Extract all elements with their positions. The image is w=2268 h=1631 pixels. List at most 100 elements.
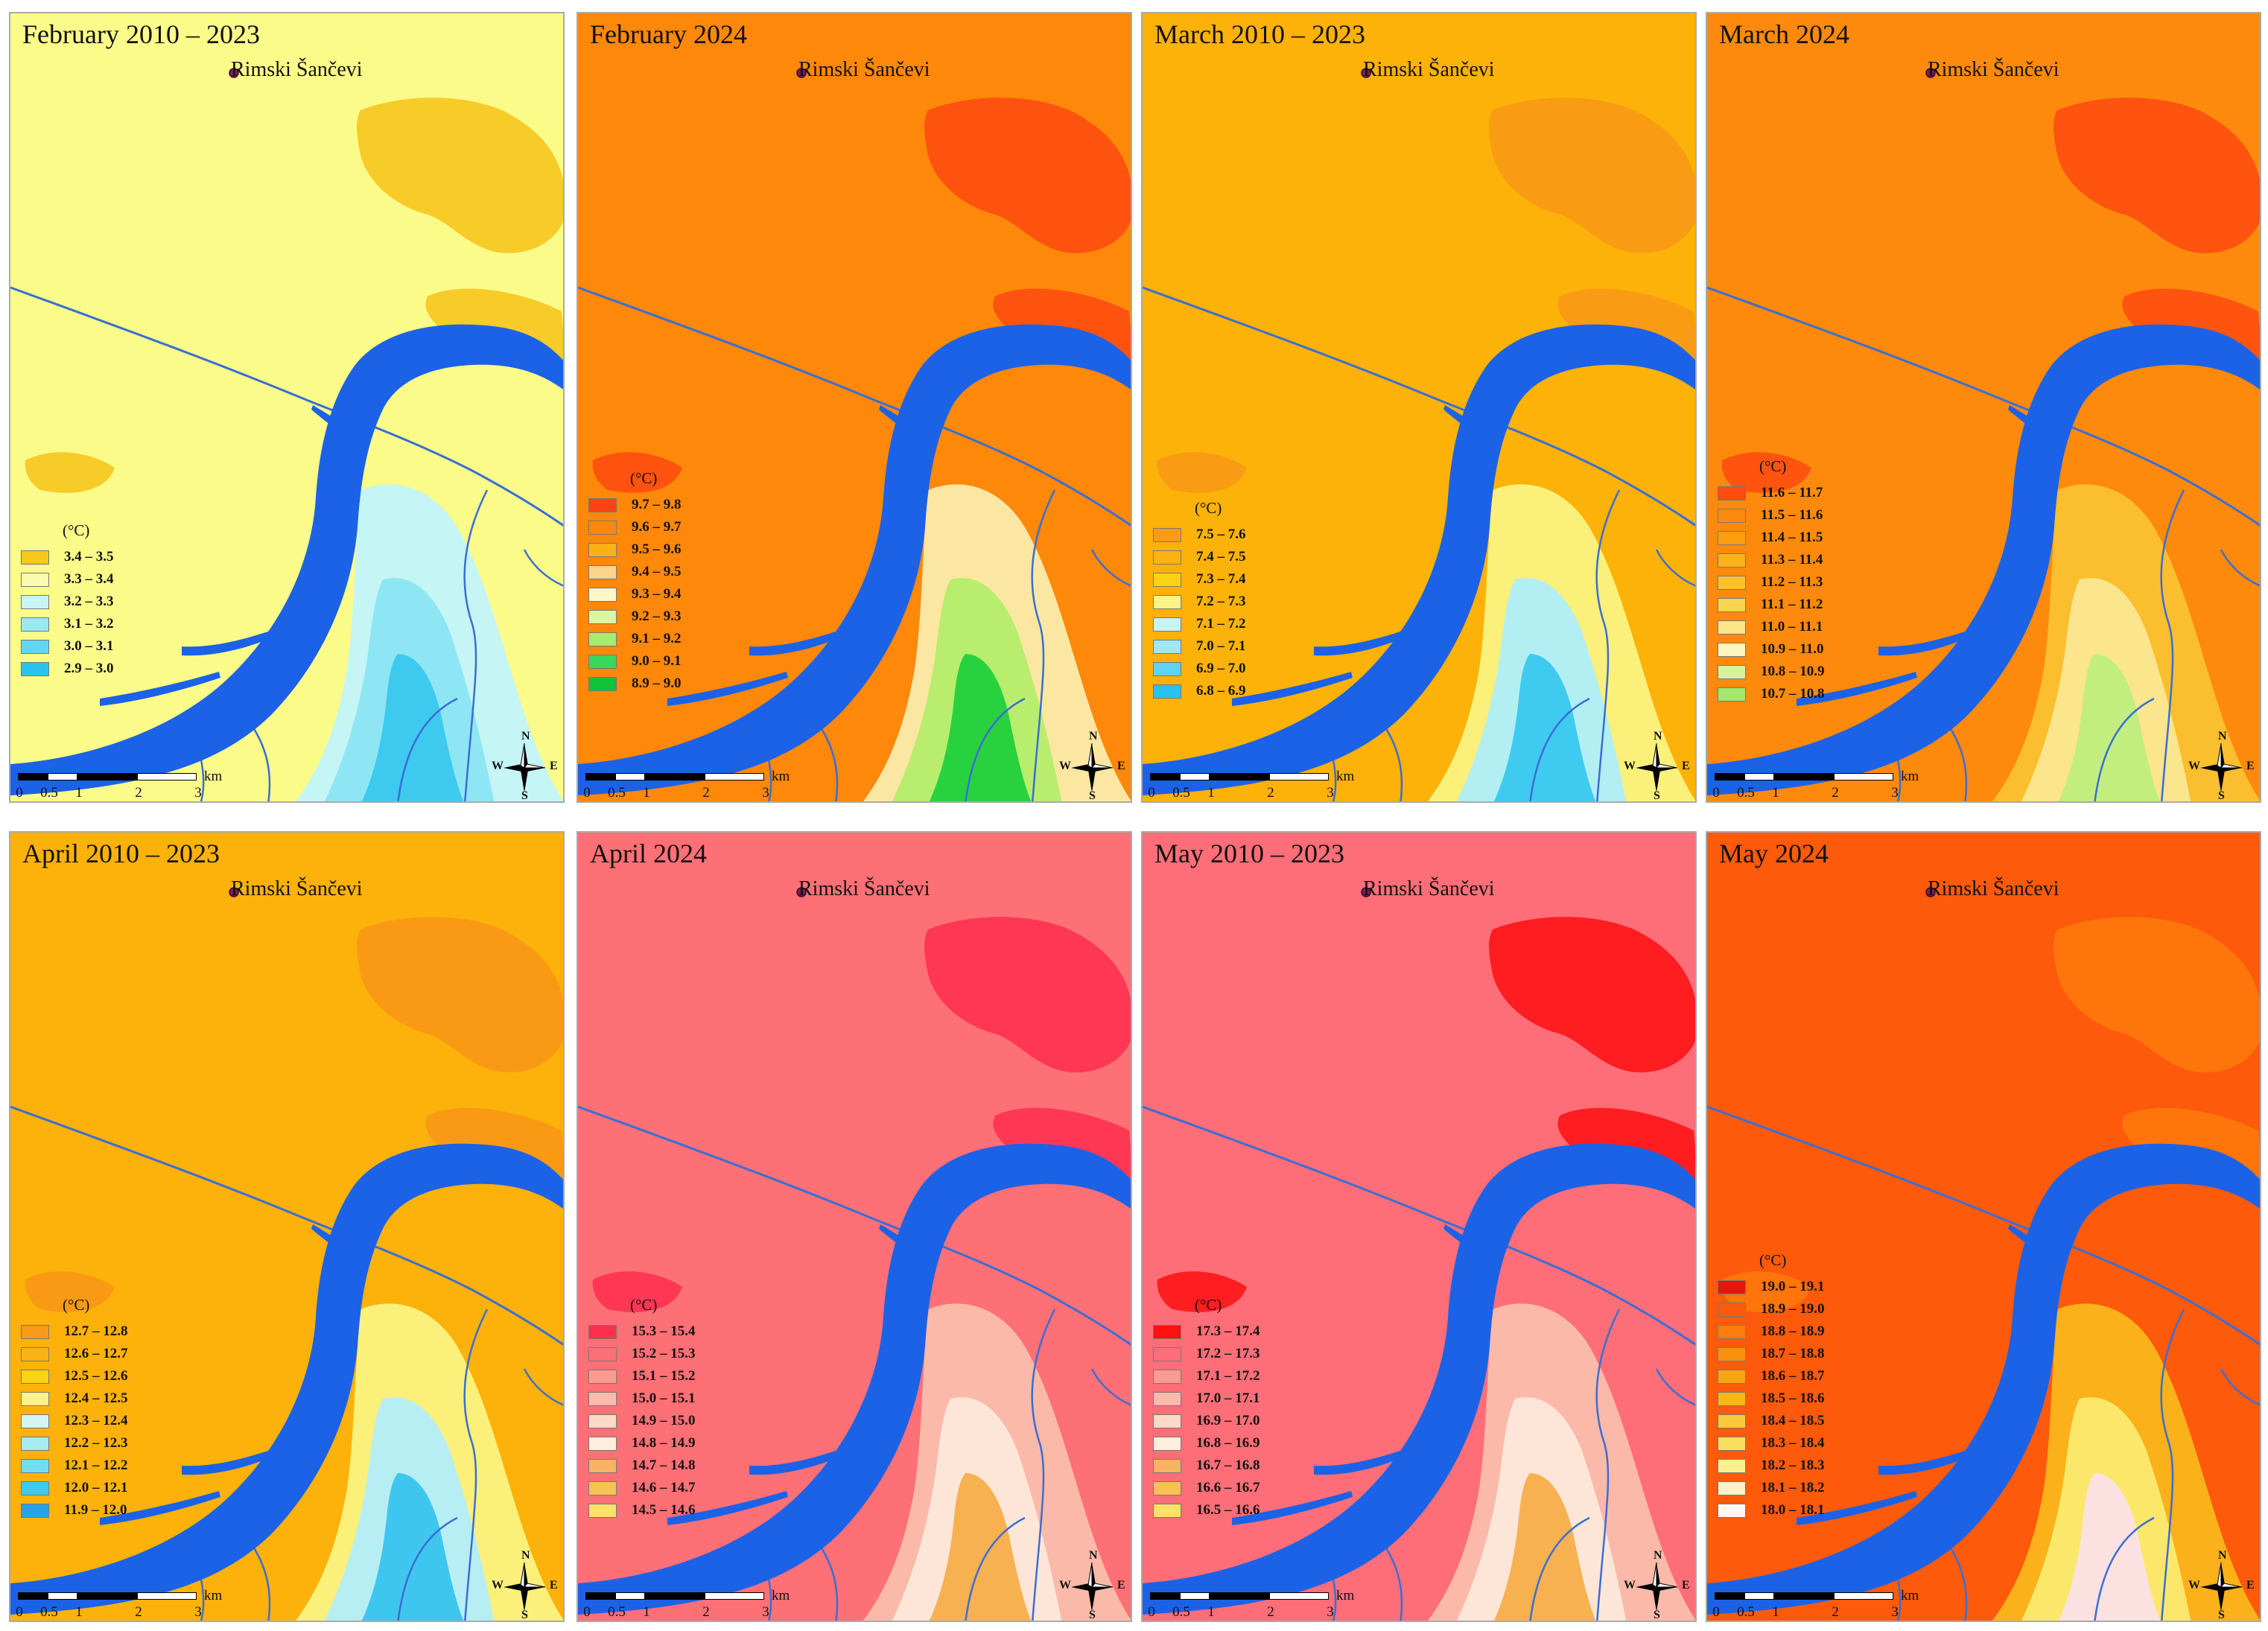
legend-swatch — [588, 1324, 617, 1339]
danube-river — [749, 1449, 840, 1475]
legend-entry: 16.5 – 16.6 — [1153, 1499, 1260, 1522]
legend-label: 11.2 – 11.3 — [1761, 574, 1823, 590]
scale-segment — [1150, 773, 1180, 780]
map-panel: March 2010 – 2023 Rimski Šančevi (°C) 7.5 –… — [1141, 12, 1697, 803]
scale-segment — [18, 1592, 48, 1600]
scale-bar: 0 0.5 1 2 3 km — [583, 769, 831, 801]
danube-river — [182, 630, 273, 656]
legend-entry: 2.9 – 3.0 — [21, 658, 114, 680]
legend-label: 12.0 – 12.1 — [64, 1480, 128, 1495]
panel-title: February 2024 — [590, 19, 747, 49]
compass-s-label: S — [521, 1609, 528, 1621]
legend-entry: 15.0 – 15.1 — [588, 1387, 696, 1410]
stream-line — [1379, 1539, 1403, 1621]
legend-entry: 11.0 – 11.1 — [1718, 616, 1825, 638]
scale-segment — [705, 773, 764, 780]
danube-river — [311, 405, 371, 442]
scale-unit: km — [1901, 1588, 1919, 1603]
compass-star-icon — [1636, 1562, 1678, 1612]
legend-label: 10.8 – 10.9 — [1761, 664, 1825, 679]
legend-entry: 12.4 – 12.5 — [21, 1387, 128, 1410]
legend-entry: 6.8 – 6.9 — [1153, 680, 1246, 702]
legend-swatch — [1718, 1279, 1746, 1294]
compass-e-label: E — [2246, 1579, 2255, 1592]
station-marker — [1925, 68, 1936, 78]
legend-label: 18.5 – 18.6 — [1761, 1390, 1825, 1406]
scale-segment — [1774, 773, 1834, 780]
scale-segment — [1210, 1592, 1269, 1600]
temperature-map — [1707, 13, 2260, 801]
legend-label: 7.3 – 7.4 — [1196, 571, 1246, 587]
scale-tick: 1 — [1772, 1604, 1779, 1620]
scale-tick: 3 — [1327, 785, 1334, 801]
scale-unit: km — [1901, 769, 1919, 784]
legend-label: 11.4 – 11.5 — [1761, 530, 1823, 545]
legend-unit: (°C) — [63, 521, 90, 539]
temperature-map — [10, 833, 563, 1621]
stream-line — [523, 549, 563, 587]
stream-line — [247, 720, 271, 801]
stream-line — [2094, 697, 2155, 801]
stream-line — [965, 1516, 1026, 1621]
legend-swatch — [1153, 1436, 1181, 1451]
legend-entry: 3.0 – 3.1 — [21, 635, 114, 658]
compass-w-label: W — [1624, 760, 1636, 772]
legend-entry: 17.2 – 17.3 — [1153, 1343, 1260, 1365]
legend-swatch — [588, 632, 617, 646]
station-label: Rimski Šančevi — [231, 877, 363, 900]
scale-tick: 0.5 — [608, 785, 626, 801]
legend-entry: 18.6 – 18.7 — [1718, 1365, 1825, 1387]
danube-river — [1878, 630, 1969, 656]
station-marker — [796, 68, 807, 78]
warm-zone — [1157, 452, 1247, 493]
legend-entry: 17.3 – 17.4 — [1153, 1320, 1260, 1343]
scale-tick: 1 — [643, 785, 650, 801]
legend-label: 8.9 – 9.0 — [632, 675, 682, 691]
legend-entry: 14.6 – 14.7 — [588, 1477, 696, 1499]
compass-rose: N S E W — [487, 730, 562, 801]
legend-label: 19.0 – 19.1 — [1761, 1279, 1825, 1294]
legend-label: 12.2 – 12.3 — [64, 1435, 128, 1451]
scale-tick: 0 — [1148, 1604, 1155, 1620]
scale-tick: 0.5 — [40, 785, 58, 801]
compass-n-label: N — [2218, 1549, 2227, 1562]
legend-entry: 19.0 – 19.1 — [1718, 1276, 1825, 1298]
danube-river — [749, 630, 840, 656]
stream-line — [523, 1368, 563, 1406]
compass-e-label: E — [550, 1579, 558, 1592]
scale-tick: 1 — [75, 785, 83, 801]
scale-segment — [18, 773, 48, 780]
legend-label: 14.9 – 15.0 — [632, 1413, 696, 1428]
stream-line — [2094, 1516, 2155, 1621]
scale-segment — [48, 773, 77, 780]
stream-line — [1529, 697, 1590, 801]
danube-river — [1797, 1491, 1917, 1525]
temperature-legend: (°C) 17.3 – 17.4 17.2 – 17.3 17.1 – 17.2 17.… — [1153, 1296, 1260, 1522]
scale-tick: 1 — [1207, 1604, 1215, 1620]
map-panel: May 2010 – 2023 Rimski Šančevi (°C) 17.3 – … — [1141, 831, 1697, 1622]
map-panel: May 2024 Rimski Šančevi (°C) 19.0 – 19.1 18.… — [1706, 831, 2261, 1622]
scale-unit: km — [1336, 769, 1355, 784]
compass-s-label: S — [1089, 1609, 1096, 1621]
legend-entry: 12.5 – 12.6 — [21, 1365, 128, 1387]
legend-label: 12.5 – 12.6 — [64, 1368, 128, 1384]
cool-zone — [929, 654, 1032, 801]
legend-swatch — [588, 1503, 617, 1518]
scale-tick: 2 — [1832, 785, 1839, 801]
compass-w-label: W — [2188, 760, 2200, 772]
legend-swatch — [21, 572, 49, 587]
legend-label: 6.9 – 7.0 — [1196, 661, 1246, 676]
temperature-map — [1143, 13, 1695, 801]
legend-swatch — [1718, 664, 1746, 679]
warm-zone — [2053, 98, 2260, 253]
legend-swatch — [1153, 1391, 1181, 1406]
legend-entry: 12.7 – 12.8 — [21, 1320, 128, 1343]
map-panel: February 2024 Rimski Šančevi (°C) 9.7 – 9.8… — [576, 12, 1132, 803]
warm-zone — [924, 917, 1131, 1072]
legend-swatch — [1153, 1347, 1181, 1361]
legend-label: 3.1 – 3.2 — [64, 616, 114, 632]
compass-s-label: S — [1654, 1609, 1660, 1621]
temperature-legend: (°C) 3.4 – 3.5 3.3 – 3.4 3.2 – 3.3 3.1 – 3.2… — [21, 521, 114, 680]
legend-swatch — [1153, 594, 1181, 609]
legend-swatch — [588, 1369, 617, 1384]
